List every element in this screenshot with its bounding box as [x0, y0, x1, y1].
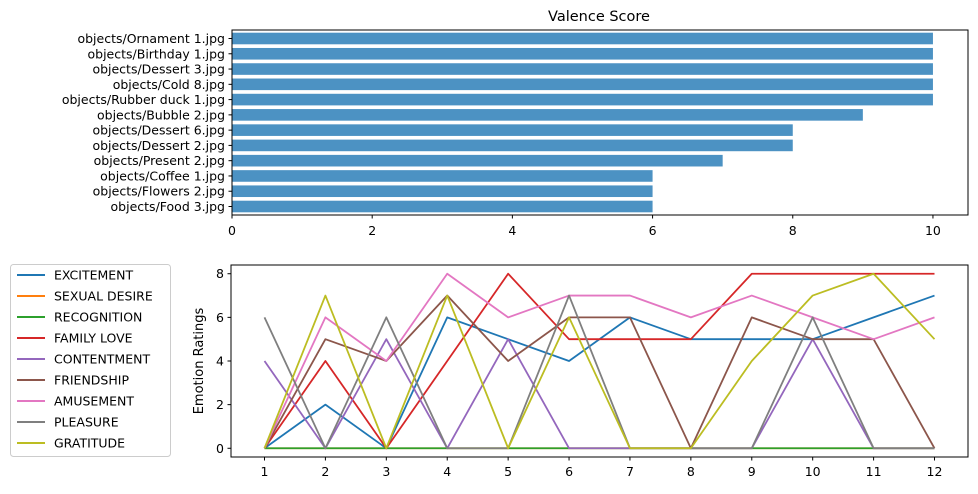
line-y-tick-labels: 0 2 4 6 8	[216, 266, 231, 456]
series-line-amusement	[263, 272, 935, 449]
line-y-tick-label: 8	[216, 266, 224, 281]
line-x-tick-label: 3	[382, 464, 390, 479]
legend-item-recognition: RECOGNITION	[17, 310, 142, 325]
bar-objects-flowers-2-jpg	[232, 185, 653, 198]
line-x-tick-label: 5	[504, 464, 512, 479]
series-line-gratitude	[263, 272, 936, 450]
line-x-tick-label: 9	[748, 464, 756, 479]
bar-objects-food-3-jpg	[232, 200, 653, 213]
bar-objects-dessert-6-jpg	[232, 124, 793, 136]
line-x-tick-label: 8	[687, 464, 695, 479]
bar-objects-birthday-1-jpg	[232, 47, 933, 60]
line-x-tick-label: 6	[565, 464, 573, 479]
legend-item-amusement: AMUSEMENT	[17, 394, 134, 409]
legend-item-sexual-desire: SEXUAL DESIRE	[17, 289, 153, 304]
legend-label: CONTENTMENT	[54, 352, 150, 367]
legend-item-family-love: FAMILY LOVE	[17, 331, 133, 346]
legend-item-contentment: CONTENTMENT	[17, 352, 150, 367]
bar-objects-bubble-2-jpg	[232, 109, 863, 121]
bar-objects-present-2-jpg	[232, 154, 723, 167]
bar-objects-ornament-1-jpg	[232, 32, 933, 45]
line-y-tick-label: 6	[216, 310, 224, 325]
line-x-tick-label: 1	[261, 464, 269, 479]
line-x-tick-label: 2	[321, 464, 329, 479]
line-series-group	[263, 272, 936, 450]
bar-marks	[232, 32, 933, 213]
bar-category-label: objects/Present 2.jpg	[94, 153, 225, 168]
bar-category-label: objects/Ornament 1.jpg	[77, 31, 225, 46]
legend-label: SEXUAL DESIRE	[54, 289, 153, 304]
bar-objects-dessert-3-jpg	[232, 63, 933, 75]
bar-category-label: objects/Cold 8.jpg	[113, 77, 225, 92]
bar-plot-frame	[231, 29, 969, 216]
line-x-tick-label: 10	[805, 464, 821, 479]
legend-item-gratitude: GRATITUDE	[17, 436, 125, 451]
bar-objects-dessert-2-jpg	[232, 139, 793, 152]
emotion-legend: EXCITEMENT SEXUAL DESIRE RECOGNITION FAMILY…	[10, 264, 171, 457]
bar-x-tick-label: 6	[649, 223, 657, 238]
series-line-family-love	[263, 272, 935, 450]
bar-x-tick-label: 8	[789, 223, 797, 238]
line-x-tick-label: 4	[443, 464, 451, 479]
bar-x-tick-labels: 0 2 4 6 8 10	[228, 215, 941, 238]
bar-x-tick-label: 4	[508, 223, 516, 238]
bar-category-label: objects/Dessert 6.jpg	[92, 123, 225, 138]
legend-item-excitement: EXCITEMENT	[17, 268, 134, 283]
bar-category-label: objects/Flowers 2.jpg	[93, 184, 225, 199]
bar-chart-title: Valence Score	[548, 9, 650, 25]
legend-label: FRIENDSHIP	[54, 373, 129, 388]
bar-category-label: objects/Dessert 3.jpg	[92, 62, 225, 77]
legend-label: GRATITUDE	[54, 436, 125, 451]
bar-objects-rubber-duck-1-jpg	[232, 93, 933, 106]
bar-category-label: objects/Dessert 2.jpg	[92, 138, 225, 153]
bar-category-label: objects/Food 3.jpg	[111, 199, 225, 214]
bar-objects-coffee-1-jpg	[232, 170, 653, 182]
bar-x-tick-label: 0	[228, 223, 236, 238]
line-y-tick-label: 0	[216, 441, 224, 456]
line-x-tick-label: 11	[866, 464, 882, 479]
valence-bar-chart: Valence Score objects/Ornament 1.jpgobje…	[62, 9, 969, 238]
bar-category-label: objects/Bubble 2.jpg	[97, 107, 225, 122]
legend-item-pleasure: PLEASURE	[17, 415, 119, 430]
legend-label: AMUSEMENT	[54, 394, 134, 409]
bar-objects-cold-8-jpg	[232, 78, 933, 91]
legend-label: RECOGNITION	[54, 310, 142, 325]
line-x-tick-label: 7	[626, 464, 634, 479]
legend-label: EXCITEMENT	[54, 268, 134, 283]
line-y-axis-label: Emotion Ratings	[192, 308, 207, 415]
line-x-tick-labels: 1 2 3 4 5 6 7 8 9 10 11 12	[261, 457, 943, 479]
line-plot-frame	[230, 264, 969, 458]
line-y-tick-label: 4	[216, 354, 224, 369]
bar-x-tick-label: 2	[368, 223, 376, 238]
bar-category-label: objects/Rubber duck 1.jpg	[62, 92, 225, 107]
legend-label: FAMILY LOVE	[54, 331, 133, 346]
series-line-pleasure	[263, 294, 935, 450]
legend-label: PLEASURE	[54, 415, 119, 430]
bar-category-label: objects/Birthday 1.jpg	[88, 46, 226, 61]
bar-category-label: objects/Coffee 1.jpg	[100, 168, 225, 183]
legend-items: EXCITEMENT SEXUAL DESIRE RECOGNITION FAMILY…	[17, 268, 153, 451]
bar-x-tick-label: 10	[925, 223, 941, 238]
line-y-tick-label: 2	[216, 397, 224, 412]
legend-box	[10, 264, 171, 457]
legend-item-friendship: FRIENDSHIP	[17, 373, 129, 388]
line-x-tick-label: 12	[927, 464, 943, 479]
